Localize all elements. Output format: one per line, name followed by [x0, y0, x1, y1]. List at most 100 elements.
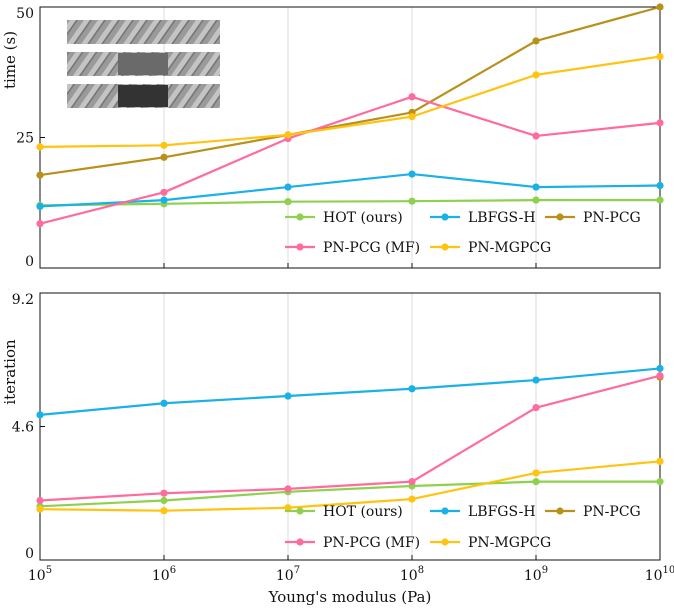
top-point-pn-mgpcg [36, 143, 44, 151]
top-y-ticks: 0 25 50 [16, 6, 45, 270]
x-tick-label: 1010 [645, 565, 674, 584]
top-point-pn-mgpcg [160, 141, 168, 149]
bottom-legend-marker [296, 538, 304, 546]
bottom-point-pn-pcg-mf [160, 489, 168, 497]
bottom-y-ticks: 0 4.6 9.2 [12, 292, 45, 562]
top-point-lbfgs-h [36, 202, 44, 211]
bottom-series-pn-mgpcg [36, 457, 664, 515]
x-tick-label: 106 [152, 565, 176, 584]
bottom-point-pn-pcg-mf [284, 485, 292, 493]
bottom-point-pn-mgpcg [656, 457, 664, 465]
bottom-point-pn-pcg-mf [36, 496, 44, 505]
top-legend-item-pn-pcg: PN-PCG [545, 210, 641, 226]
top-point-pn-pcg [160, 153, 168, 161]
bottom-legend-item-lbfgs-h: LBFGS-H [430, 504, 536, 520]
rod-3-dark-middle [118, 85, 168, 107]
bottom-y-axis-title: iteration [1, 339, 19, 405]
x-axis-tick-labels: 105 106 107 108 109 1010 [28, 565, 674, 584]
bottom-line-hot-ours [39, 480, 660, 508]
top-legend-label: PN-MGPCG [468, 240, 551, 256]
top-legend-label: HOT (ours) [323, 210, 403, 226]
top-legend-item-lbfgs-h: LBFGS-H [430, 210, 536, 226]
top-legend-item-hot-ours: HOT (ours) [285, 210, 403, 226]
top-gridlines [39, 7, 661, 268]
bottom-legend-label: PN-PCG (MF) [323, 535, 420, 551]
bottom-legend-item-pn-pcg-mf: PN-PCG (MF) [285, 535, 420, 551]
bottom-point-pn-mgpcg [284, 504, 292, 512]
top-point-pn-pcg [532, 37, 540, 45]
bottom-point-pn-pcg-mf [532, 404, 540, 412]
top-chart: 0 25 50 time (s) HOT (ours) LBFGS-H PN-PCG PN… [1, 3, 664, 270]
top-point-pn-pcg [36, 171, 44, 179]
bottom-legend-item-hot-ours: HOT (ours) [285, 504, 403, 520]
bottom-legend-marker [441, 507, 449, 515]
bottom-line-lbfgs-h [39, 367, 661, 416]
top-line-pn-mgpcg [39, 55, 661, 148]
bottom-point-lbfgs-h [656, 364, 664, 373]
bottom-point-lbfgs-h [36, 411, 44, 419]
bottom-legend-marker [296, 507, 304, 515]
top-series-pn-pcg-mf [36, 93, 664, 228]
bottom-point-pn-mgpcg [532, 469, 540, 477]
top-legend-label: LBFGS-H [468, 210, 536, 226]
x-tick-label: 109 [524, 565, 548, 584]
top-y-tick-label: 0 [25, 254, 34, 270]
top-legend-marker [441, 213, 449, 221]
top-point-lbfgs-h [532, 183, 540, 191]
top-plot-frame [39, 6, 661, 269]
bottom-legend-label: HOT (ours) [323, 504, 403, 520]
top-point-pn-pcg-mf [408, 93, 416, 101]
bottom-series-pn-pcg-mf [36, 372, 664, 505]
bottom-legend-item-pn-mgpcg: PN-MGPCG [430, 535, 551, 551]
inset-twisted-rod-image [67, 20, 220, 108]
top-point-lbfgs-h [284, 183, 292, 191]
bottom-chart: 0 4.6 9.2 iteration HOT (ours) LBFGS-H PN-PC… [1, 292, 674, 606]
x-tick-label: 108 [400, 565, 424, 584]
top-point-hot-ours [656, 196, 664, 204]
top-point-pn-mgpcg [656, 52, 664, 61]
top-legend-item-pn-mgpcg: PN-MGPCG [430, 240, 551, 256]
top-point-lbfgs-h [656, 181, 664, 190]
bottom-point-hot-ours [656, 478, 664, 486]
bottom-legend-marker [441, 538, 449, 546]
top-y-axis-title: time (s) [1, 31, 19, 89]
bottom-point-lbfgs-h [284, 392, 292, 400]
top-legend-label: PN-PCG [583, 210, 641, 226]
bottom-point-lbfgs-h [160, 399, 168, 407]
bottom-point-pn-pcg-mf [408, 478, 416, 486]
bottom-legend-label: LBFGS-H [468, 504, 536, 520]
top-line-pn-pcg-mf [39, 95, 661, 225]
top-point-pn-mgpcg [532, 71, 540, 79]
top-point-hot-ours [532, 196, 540, 204]
top-point-pn-pcg [656, 3, 664, 11]
top-y-tick-label: 50 [16, 6, 34, 22]
top-series-lbfgs-h [36, 170, 664, 211]
bottom-point-hot-ours [532, 478, 540, 486]
bottom-point-hot-ours [160, 496, 168, 505]
bottom-point-lbfgs-h [408, 385, 416, 393]
top-point-pn-mgpcg [284, 131, 292, 139]
x-tick-label: 107 [276, 565, 300, 584]
top-legend-marker [296, 243, 304, 251]
top-point-pn-pcg-mf [160, 188, 168, 196]
bottom-legend: HOT (ours) LBFGS-H PN-PCG PN-PCG (MF) PN-MGP… [285, 504, 641, 551]
top-legend-marker [556, 213, 564, 221]
bottom-point-pn-mgpcg [160, 507, 168, 515]
bottom-point-pn-pcg-mf [656, 372, 664, 380]
top-line-lbfgs-h [39, 172, 661, 208]
top-legend-label: PN-PCG (MF) [323, 240, 420, 256]
top-point-pn-pcg-mf [36, 220, 44, 228]
bottom-legend-item-pn-pcg: PN-PCG [545, 504, 641, 520]
bottom-y-tick-label: 0 [25, 546, 34, 562]
bottom-legend-label: PN-MGPCG [468, 535, 551, 551]
bottom-point-lbfgs-h [532, 376, 540, 384]
bottom-point-pn-mgpcg [408, 495, 416, 503]
bottom-series-lbfgs-h [36, 364, 664, 419]
rod-1 [67, 20, 220, 44]
top-y-tick-label: 25 [16, 131, 34, 147]
x-axis-title: Young's modulus (Pa) [268, 588, 432, 606]
top-series-lines [36, 3, 664, 228]
top-legend-marker [296, 213, 304, 221]
bottom-y-tick-label: 9.2 [12, 292, 34, 308]
